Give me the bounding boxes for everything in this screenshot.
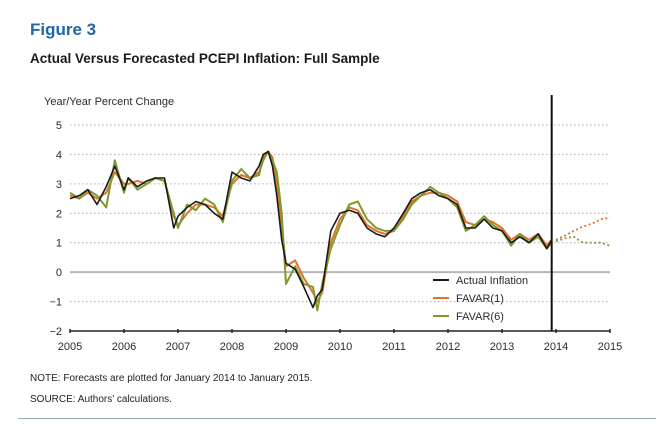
y-tick-label: 5 <box>56 120 62 132</box>
forecast-line-favar1 <box>555 216 611 241</box>
legend: Actual Inflation FAVAR(1) FAVAR(6) <box>433 275 528 323</box>
legend-label: Actual Inflation <box>456 275 528 287</box>
y-tick-label: 0 <box>56 267 62 279</box>
x-tick-label: 2007 <box>166 341 190 353</box>
footer-rule <box>18 418 656 419</box>
x-tick-label: 2009 <box>274 341 298 353</box>
source-text: SOURCE: Authors’ calculations. <box>30 394 172 405</box>
y-tick-label: 3 <box>56 179 62 191</box>
y-tick-label: 4 <box>56 149 62 161</box>
y-tick-label: 2 <box>56 208 62 220</box>
y-tick-label: −2 <box>49 326 62 338</box>
figure-label: Figure 3 <box>30 20 97 39</box>
x-tick-label: 2015 <box>598 341 622 353</box>
series-line-actual <box>69 150 553 309</box>
legend-label: FAVAR(6) <box>456 311 504 323</box>
x-tick-label: 2013 <box>490 341 514 353</box>
x-tick-label: 2005 <box>58 341 82 353</box>
x-tick-label: 2006 <box>112 341 136 353</box>
x-tick-label: 2010 <box>328 341 352 353</box>
y-tick-label: 1 <box>56 238 62 250</box>
y-tick-label: −1 <box>49 297 62 309</box>
legend-label: FAVAR(1) <box>456 293 504 305</box>
series-lines <box>69 150 611 312</box>
x-tick-label: 2012 <box>436 341 460 353</box>
note-text: NOTE: Forecasts are plotted for January … <box>30 373 313 384</box>
x-tick-label: 2014 <box>544 341 568 353</box>
x-axis: 2005 2006 2007 2008 2009 2010 2011 2012 2013 2014… <box>58 329 622 353</box>
gridlines <box>70 124 610 303</box>
y-axis-label: Year/Year Percent Change <box>44 96 175 108</box>
x-tick-label: 2008 <box>220 341 244 353</box>
forecast-line-favar6 <box>555 235 611 247</box>
figure-title: Actual Versus Forecasted PCEPI Inflation… <box>30 51 380 66</box>
x-tick-label: 2011 <box>382 341 406 353</box>
y-tick-labels: 5 4 3 2 1 0 −1 −2 <box>49 120 62 338</box>
